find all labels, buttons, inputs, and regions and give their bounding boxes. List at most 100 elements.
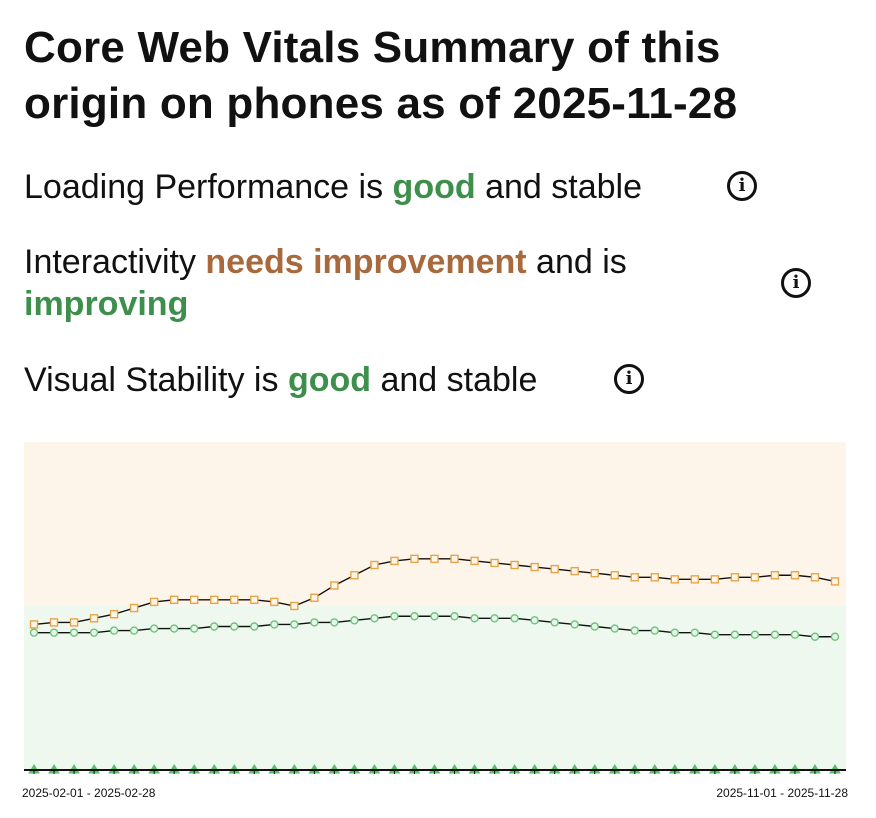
point-interactivity	[169, 595, 179, 605]
point-interactivity	[149, 597, 159, 607]
point-interactivity	[670, 575, 679, 584]
point-loading-performance	[410, 612, 419, 621]
point-loading-performance	[810, 632, 820, 641]
point-interactivity	[710, 575, 720, 584]
point-interactivity	[750, 573, 760, 582]
point-loading-performance	[230, 622, 239, 631]
metric-text: Visual Stability is	[24, 361, 288, 399]
status-label: good	[392, 168, 476, 206]
point-loading-performance	[730, 630, 740, 639]
point-interactivity	[790, 571, 800, 580]
point-loading-performance	[189, 624, 199, 633]
point-loading-performance	[310, 618, 319, 627]
point-interactivity	[810, 573, 820, 582]
point-interactivity	[770, 571, 780, 580]
point-loading-performance	[270, 620, 279, 629]
point-loading-performance	[370, 614, 379, 623]
point-interactivity	[730, 573, 740, 582]
x-tick-label-last: 2025-11-01 - 2025-11-28	[716, 786, 848, 800]
point-loading-performance	[690, 628, 700, 637]
point-loading-performance	[790, 630, 800, 639]
point-loading-performance	[750, 630, 760, 639]
point-interactivity	[29, 620, 39, 629]
point-interactivity	[330, 581, 339, 590]
point-interactivity	[430, 554, 439, 564]
metric-loading-performance: Loading Performance is good and stable	[24, 166, 642, 208]
metric-text: Loading Performance is	[24, 168, 393, 206]
status-label: needs improvement	[205, 243, 527, 281]
point-loading-performance	[510, 614, 519, 623]
point-loading-performance	[169, 624, 179, 633]
point-loading-performance	[490, 614, 499, 623]
point-loading-performance	[450, 612, 459, 621]
metric-text: and stable	[475, 168, 642, 206]
metric-visual-stability: Visual Stability is good and stable	[24, 359, 537, 401]
point-interactivity	[490, 558, 499, 568]
point-interactivity	[690, 575, 700, 584]
metric-text: and is	[526, 243, 627, 281]
point-interactivity	[310, 593, 319, 603]
trend-label: improving	[24, 285, 189, 323]
point-loading-performance	[390, 612, 399, 621]
point-loading-performance	[210, 622, 219, 631]
point-loading-performance	[650, 626, 659, 635]
point-interactivity	[189, 595, 199, 605]
band-needs-improvement	[24, 442, 846, 606]
point-interactivity	[370, 560, 379, 570]
point-interactivity	[630, 573, 639, 582]
info-icon[interactable]: i	[614, 364, 644, 394]
point-loading-performance	[770, 630, 780, 639]
point-interactivity	[290, 601, 299, 611]
x-tick-label-first: 2025-02-01 - 2025-02-28	[22, 786, 156, 800]
point-interactivity	[250, 595, 259, 605]
page-title: Core Web Vitals Summary of this origin o…	[24, 23, 738, 128]
point-loading-performance	[630, 626, 639, 635]
point-interactivity	[49, 618, 59, 627]
point-loading-performance	[610, 624, 619, 633]
point-loading-performance	[290, 620, 299, 629]
point-interactivity	[129, 603, 139, 613]
point-loading-performance	[550, 618, 559, 627]
band-good	[24, 606, 846, 770]
point-interactivity	[510, 560, 519, 570]
point-interactivity	[830, 577, 840, 586]
point-loading-performance	[49, 628, 59, 637]
point-loading-performance	[109, 626, 119, 635]
point-loading-performance	[670, 628, 679, 637]
metric-text: Interactivity	[24, 243, 206, 281]
point-loading-performance	[69, 628, 79, 637]
core-web-vitals-chart: 2025-02-01 - 2025-02-28 2025-11-01 - 2025…	[22, 442, 848, 800]
point-interactivity	[450, 554, 459, 564]
point-interactivity	[390, 556, 399, 566]
point-loading-performance	[29, 628, 39, 637]
metric-text: and stable	[371, 361, 538, 399]
point-loading-performance	[350, 616, 359, 625]
status-label: good	[287, 361, 372, 399]
point-loading-performance	[330, 618, 339, 627]
point-interactivity	[230, 595, 239, 605]
point-interactivity	[89, 614, 99, 623]
point-interactivity	[350, 571, 359, 580]
point-interactivity	[109, 609, 119, 619]
point-interactivity	[650, 573, 659, 582]
point-loading-performance	[830, 632, 840, 641]
point-interactivity	[570, 566, 579, 576]
point-loading-performance	[470, 614, 479, 623]
point-interactivity	[270, 597, 279, 607]
point-interactivity	[210, 595, 219, 605]
point-loading-performance	[129, 626, 139, 635]
point-loading-performance	[250, 622, 259, 631]
point-interactivity	[410, 554, 419, 564]
point-loading-performance	[530, 616, 539, 625]
point-loading-performance	[89, 628, 99, 637]
info-icon[interactable]: i	[727, 171, 757, 201]
point-loading-performance	[590, 622, 599, 631]
point-interactivity	[470, 556, 479, 566]
point-loading-performance	[149, 624, 159, 633]
metric-interactivity: Interactivity needs improvement and is i…	[24, 241, 724, 325]
point-interactivity	[610, 571, 619, 580]
info-icon[interactable]: i	[781, 268, 811, 298]
point-interactivity	[550, 564, 559, 574]
point-loading-performance	[430, 612, 439, 621]
point-interactivity	[530, 562, 539, 572]
